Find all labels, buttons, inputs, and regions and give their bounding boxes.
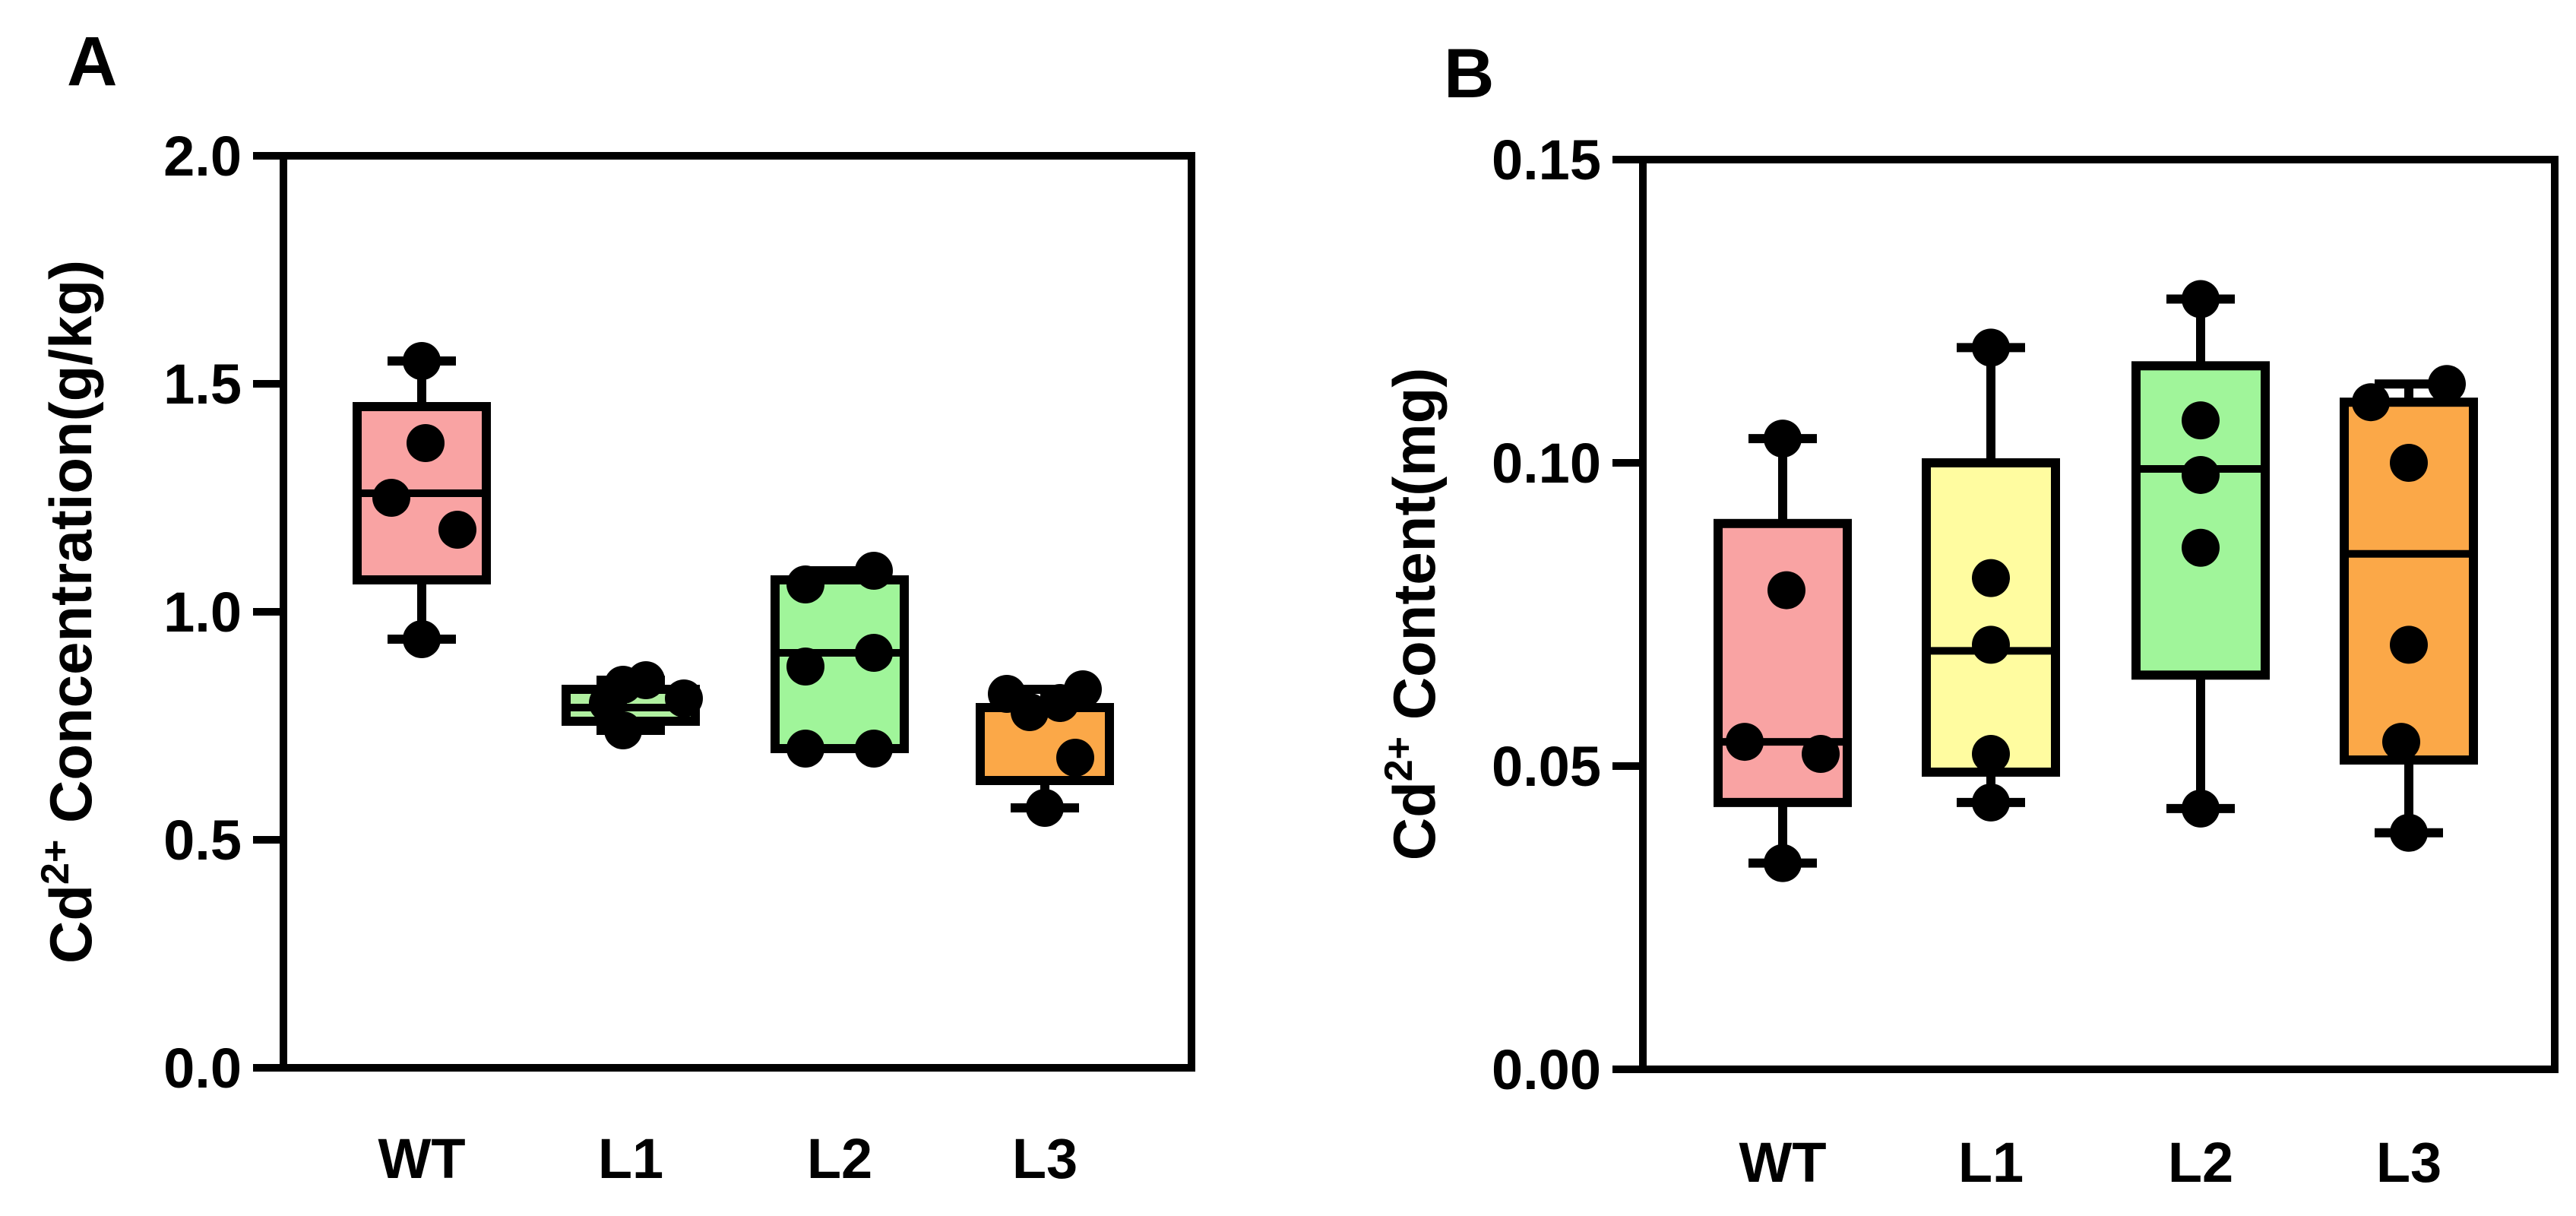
panel-b-plot-frame	[1639, 156, 2559, 1073]
panel-a-y-tick-label: 1.0	[163, 581, 242, 644]
panel-b-boxes	[1714, 294, 2478, 868]
panel-b-data-point	[1972, 783, 2010, 822]
panel-b-y-label-superscript: 2+	[1377, 736, 1421, 781]
panel-a-data-point	[1026, 789, 1064, 827]
panel-b-category-label-wt: WT	[1739, 1131, 1826, 1194]
panel-b-y-tick-label: 0.10	[1492, 432, 1601, 495]
panel-a-data-point	[403, 342, 441, 380]
panel-a-y-tick-label: 0.5	[163, 809, 242, 872]
panel-a-y-axis-label: Cd2+ Concentration(g/kg)	[33, 260, 104, 964]
panel-a-data-point	[786, 730, 824, 768]
panel-a-y-tick-label: 2.0	[163, 125, 242, 188]
panel-b-letter: B	[1444, 35, 1494, 112]
panel-b-data-point	[1972, 735, 2010, 774]
panel-a-data-point	[1064, 670, 1102, 708]
panel-a-data-point	[372, 479, 410, 517]
panel-a-data-point	[855, 552, 893, 590]
panel-a-data-point	[604, 711, 642, 749]
panel-b-y-label-suffix: Content(mg)	[1381, 368, 1448, 736]
panel-b-category-labels: WT L1 L2 L3	[1739, 1131, 2442, 1194]
panel-a-category-label-l3: L3	[1012, 1127, 1078, 1190]
panel-b-y-tick-label: 0.05	[1492, 735, 1601, 798]
panel-b-points	[1726, 280, 2466, 882]
panel-b-data-point	[1726, 723, 1764, 762]
panel-a-data-point	[403, 620, 441, 658]
panel-a-y-label-prefix: Cd	[37, 885, 104, 964]
panel-a-y-label-suffix: Concentration(g/kg)	[37, 260, 104, 840]
panel-a-data-point	[1056, 739, 1094, 777]
panel-b-data-point	[1764, 844, 1802, 882]
panel-a-category-labels: WT L1 L2 L3	[378, 1127, 1078, 1190]
panel-a-data-point	[627, 661, 665, 699]
panel-a-y-tick-label: 0.0	[163, 1037, 242, 1100]
panel-b-data-point	[2390, 813, 2428, 852]
panel-b-data-point	[2182, 401, 2220, 440]
panel-b-y-axis-label: Cd2+ Content(mg)	[1377, 368, 1448, 861]
panel-b-y-tick-label: 0.00	[1492, 1038, 1601, 1101]
panel-a-y-tick-label: 1.5	[163, 353, 242, 416]
panel-a-category-label-l1: L1	[598, 1127, 663, 1190]
panel-a-category-label-l2: L2	[807, 1127, 872, 1190]
panel-a-data-point	[855, 634, 893, 672]
panel-b-data-point	[1764, 420, 1802, 458]
panel-a: A Cd2+ Concentration(g/kg) 0.0 0.5 1.0 1.5 2…	[33, 23, 1195, 1190]
panel-a-data-point	[438, 511, 476, 549]
panel-a-data-point	[407, 424, 445, 462]
panel-b-box-l1	[1922, 458, 2060, 777]
panel-b-y-ticks: 0.00 0.05 0.10 0.15	[1492, 128, 1643, 1101]
panel-b-data-point	[2182, 789, 2220, 828]
panel-b-data-point	[1972, 328, 2010, 367]
panel-b-data-point	[2390, 444, 2428, 482]
panel-b-data-point	[1767, 571, 1805, 610]
panel-b-data-point	[2390, 625, 2428, 664]
panel-b-data-point	[1972, 625, 2010, 664]
panel-a-y-label-superscript: 2+	[33, 840, 78, 885]
panel-b-category-label-l3: L3	[2376, 1131, 2442, 1194]
panel-a-data-point	[665, 679, 703, 717]
panel-b-data-point	[2182, 528, 2220, 567]
panel-b-y-tick-label: 0.15	[1492, 128, 1601, 192]
panel-a-data-point	[1011, 693, 1049, 731]
panel-b: B Cd2+ Content(mg) 0.00 0.05 0.10 0.15 WT L1…	[1377, 35, 2559, 1194]
panel-a-data-point	[786, 565, 824, 603]
panel-b-data-point	[2352, 383, 2390, 422]
panel-b-y-label-prefix: Cd	[1381, 781, 1448, 860]
panel-a-points	[372, 342, 1102, 827]
panel-a-letter: A	[67, 23, 117, 100]
panel-b-category-label-l2: L2	[2168, 1131, 2233, 1194]
panel-b-data-point	[2382, 723, 2420, 762]
panel-b-data-point	[1972, 559, 2010, 597]
panel-a-data-point	[786, 648, 824, 686]
panel-b-data-point	[2182, 280, 2220, 318]
panel-b-data-point	[2182, 455, 2220, 494]
panel-a-category-label-wt: WT	[378, 1127, 465, 1190]
panel-b-data-point	[1802, 735, 1840, 774]
panel-b-data-point	[2428, 365, 2466, 404]
panel-a-y-ticks: 0.0 0.5 1.0 1.5 2.0	[163, 125, 283, 1100]
panel-b-category-label-l1: L1	[1958, 1131, 2024, 1194]
panel-a-data-point	[855, 730, 893, 768]
